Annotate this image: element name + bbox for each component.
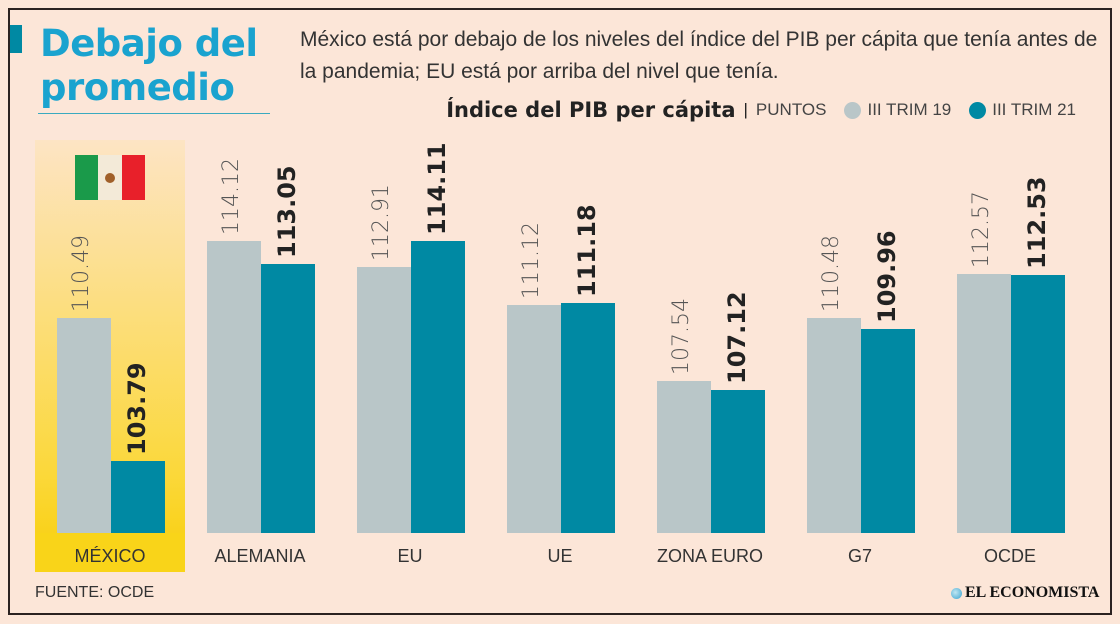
data-label: 109.96 [873,230,901,324]
category-label: G7 [847,546,872,566]
title-line-1: Debajo del [40,22,258,65]
mexico-flag-icon [75,155,145,200]
bar-iii-trim-19 [957,273,1011,533]
bar-iii-trim-19 [807,318,861,533]
page-title: Debajo del promedio [40,22,258,110]
frame [8,8,1112,615]
category-label: ZONA EURO [656,546,763,566]
data-label: 114.11 [423,142,451,235]
category-label: ALEMANIA [214,546,306,566]
bar-iii-trim-21 [861,329,915,533]
legend-label-series-1: III TRIM 19 [867,100,952,119]
data-label: 112.53 [1023,176,1051,269]
legend: Índice del PIB per cápita | PUNTOS III T… [446,98,1076,122]
bar-iii-trim-21 [561,303,615,533]
data-label: 110.49 [69,235,94,313]
legend-separator: | [743,100,748,119]
legend-swatch-series-1 [844,101,862,119]
data-label: 112.91 [369,183,394,261]
data-label: 113.05 [273,164,301,258]
bar-iii-trim-21 [411,240,465,533]
data-label: 107.54 [669,297,694,375]
mexico-label-highlight [35,533,185,572]
data-label: 103.79 [123,362,151,455]
data-label: 111.12 [519,221,544,299]
publisher-logo: EL ECONOMISTA [951,584,1099,602]
category-label: EU [397,546,423,566]
legend-swatch-series-2 [969,101,987,119]
bar-iii-trim-21 [261,263,315,533]
bar-iii-trim-19 [657,380,711,533]
source-note: FUENTE: OCDE [35,584,155,601]
bar-iii-trim-19 [57,318,111,533]
data-label: 112.57 [969,190,994,268]
logo-icon [951,587,962,599]
bar-iii-trim-21 [111,460,165,533]
bar-iii-trim-19 [507,304,561,533]
title-divider [38,113,270,114]
category-label: UE [547,546,573,566]
bar-iii-trim-21 [711,389,765,533]
logo-text: EL ECONOMISTA [965,584,1100,601]
chart-title: Índice del PIB per cápita [446,98,736,122]
unit-label: PUNTOS [755,100,827,119]
bar-iii-trim-19 [357,266,411,533]
data-label: 110.48 [819,235,844,313]
bar-iii-trim-19 [207,240,261,533]
data-label: 114.12 [219,157,244,235]
category-label: OCDE [983,546,1036,566]
data-label: 111.18 [573,204,601,298]
title-line-2: promedio [40,66,235,109]
title-accent-bar [10,25,22,53]
legend-label-series-2: III TRIM 21 [992,100,1076,119]
subtitle: México está por debajo de los niveles de… [300,28,1098,83]
data-label: 107.12 [723,291,751,384]
category-label: MÉXICO [74,546,146,566]
bar-iii-trim-21 [1011,274,1065,533]
